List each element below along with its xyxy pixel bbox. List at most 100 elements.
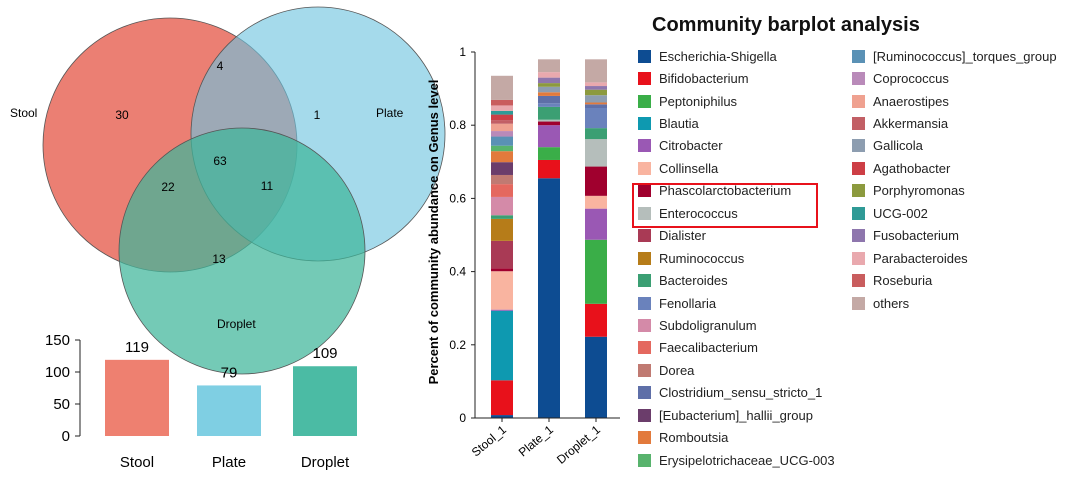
- venn-count-plate-only: 1: [314, 108, 321, 122]
- legend-item: Dialister: [638, 225, 835, 247]
- small-chart-ytick-label: 50: [53, 396, 70, 413]
- legend-label: Agathobacter: [873, 160, 951, 176]
- stack-segment-stool-1: [491, 310, 513, 381]
- legend-item: Peptoniphilus: [638, 90, 835, 112]
- highlight-box: [632, 183, 818, 228]
- stacked-chart-category: Droplet_1: [554, 422, 603, 466]
- stack-segment-stool-1: [491, 309, 513, 311]
- legend-swatch: [852, 72, 865, 86]
- stack-segment-plate-1: [538, 106, 560, 120]
- stack-segment-stool-1: [491, 120, 513, 124]
- stack-segment-stool-1: [491, 215, 513, 219]
- stack-segment-stool-1: [491, 271, 513, 310]
- legend-label: Fusobacterium: [873, 228, 959, 244]
- legend-item: Fusobacterium: [852, 225, 1057, 247]
- legend-swatch: [638, 386, 651, 400]
- legend-label: Akkermansia: [873, 116, 949, 132]
- venn-count-plate-droplet: 11: [261, 179, 274, 193]
- stack-segment-plate-1: [538, 178, 560, 418]
- legend-item: Coprococcus: [852, 67, 1057, 89]
- legend-item: Escherichia-Shigella: [638, 45, 835, 67]
- legend-item: Faecalibacterium: [638, 337, 835, 359]
- legend-item: Romboutsia: [638, 426, 835, 448]
- legend-item: Anaerostipes: [852, 90, 1057, 112]
- legend-swatch: [852, 94, 865, 108]
- small-chart-ytick-label: 0: [62, 428, 70, 445]
- legend-swatch: [638, 251, 651, 265]
- legend-swatch: [638, 318, 651, 332]
- legend-item: [Ruminococcus]_torques_group: [852, 45, 1057, 67]
- stack-segment-droplet-1: [585, 59, 607, 83]
- stack-segment-stool-1: [491, 162, 513, 175]
- stack-segment-stool-1: [491, 380, 513, 416]
- legend-label: Porphyromonas: [873, 183, 965, 199]
- legend-item: Gallicola: [852, 135, 1057, 157]
- legend-item: Porphyromonas: [852, 180, 1057, 202]
- stacked-chart-ytick-label: 1: [459, 45, 466, 59]
- legend-swatch: [638, 184, 651, 198]
- legend-swatch: [852, 206, 865, 220]
- legend-swatch: [638, 139, 651, 153]
- stack-segment-droplet-1: [585, 166, 607, 196]
- stack-segment-droplet-1: [585, 89, 607, 96]
- legend-swatch: [638, 453, 651, 467]
- stacked-chart-category: Stool_1: [469, 422, 509, 459]
- stacked-chart-ytick-label: 0.2: [449, 338, 466, 352]
- legend-label: Gallicola: [873, 138, 923, 154]
- legend-swatch: [638, 72, 651, 86]
- small-bar-plate: [197, 385, 261, 436]
- legend-label: Escherichia-Shigella: [659, 48, 777, 64]
- legend-label: Anaerostipes: [873, 93, 949, 109]
- stack-segment-plate-1: [538, 147, 560, 160]
- venn-diagram: Stool Plate Droplet 30 4 1 63 22 11 13: [10, 6, 446, 375]
- legend-label: Erysipelotrichaceae_UCG-003: [659, 452, 835, 468]
- stack-segment-stool-1: [491, 131, 513, 137]
- stack-segment-plate-1: [538, 77, 560, 84]
- legend-swatch: [638, 431, 651, 445]
- stack-segment-stool-1: [491, 105, 513, 111]
- stack-segment-stool-1: [491, 151, 513, 163]
- legend-swatch: [638, 341, 651, 355]
- legend-swatch: [638, 206, 651, 220]
- stack-segment-plate-1: [538, 86, 560, 93]
- legend-item: Erysipelotrichaceae_UCG-003: [638, 449, 835, 471]
- stack-segment-stool-1: [491, 415, 513, 418]
- stack-segment-droplet-1: [585, 139, 607, 167]
- venn-label-plate: Plate: [376, 106, 404, 120]
- stack-segment-droplet-1: [585, 82, 607, 87]
- legend-swatch: [852, 49, 865, 63]
- legend-item: Bifidobacterium: [638, 67, 835, 89]
- legend-column-2: [Ruminococcus]_torques_group Coprococcus A…: [852, 45, 1057, 314]
- legend-swatch: [638, 117, 651, 131]
- venn-count-droplet-only: 13: [212, 252, 226, 266]
- legend-label: Faecalibacterium: [659, 340, 758, 356]
- stack-segment-droplet-1: [585, 195, 607, 209]
- legend-item: Citrobacter: [638, 135, 835, 157]
- chart-title: Community barplot analysis: [652, 14, 920, 36]
- legend-label: Dialister: [659, 228, 706, 244]
- legend-swatch: [638, 296, 651, 310]
- venn-label-stool: Stool: [10, 106, 37, 120]
- legend-item: [Eubacterium]_hallii_group: [638, 404, 835, 426]
- stack-segment-plate-1: [538, 125, 560, 148]
- legend-label: Enterococcus: [659, 205, 738, 221]
- stack-segment-plate-1: [538, 72, 560, 78]
- legend-item: Blautia: [638, 112, 835, 134]
- legend-item: Dorea: [638, 359, 835, 381]
- legend-swatch: [638, 274, 651, 288]
- stack-segment-droplet-1: [585, 86, 607, 90]
- legend-swatch: [852, 296, 865, 310]
- small-bar-category: Stool: [120, 454, 154, 471]
- legend-label: Bacteroides: [659, 273, 728, 289]
- legend-label: Blautia: [659, 116, 699, 132]
- legend-label: Peptoniphilus: [659, 93, 738, 109]
- legend-label: Romboutsia: [659, 430, 729, 446]
- legend-label: UCG-002: [873, 205, 928, 221]
- count-bar-chart: 0 50 100 150 119 Stool 79 Plate 109 Droplet: [45, 332, 357, 471]
- legend-item: Phascolarctobacterium: [638, 180, 835, 202]
- stack-segment-stool-1: [491, 110, 513, 115]
- legend-label: [Eubacterium]_hallii_group: [659, 407, 813, 423]
- legend-label: Ruminococcus: [659, 250, 745, 266]
- legend-swatch: [638, 408, 651, 422]
